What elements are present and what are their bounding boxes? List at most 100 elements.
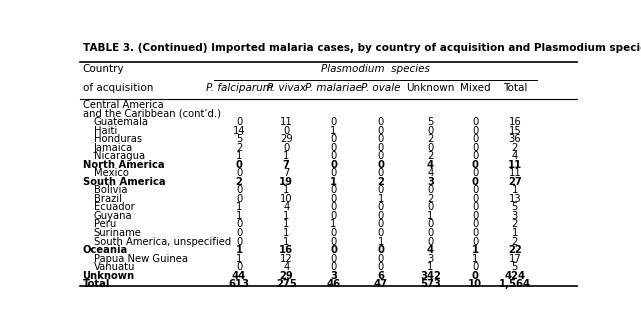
Text: 0: 0: [236, 194, 242, 204]
Text: 11: 11: [508, 168, 521, 178]
Text: 2: 2: [512, 237, 518, 246]
Text: 0: 0: [378, 254, 384, 264]
Text: 0: 0: [236, 219, 242, 230]
Text: 0: 0: [330, 202, 337, 213]
Text: 3: 3: [427, 254, 433, 264]
Text: 1: 1: [283, 228, 290, 238]
Text: 17: 17: [508, 254, 521, 264]
Text: 0: 0: [378, 245, 384, 255]
Text: 0: 0: [472, 211, 478, 221]
Text: 0: 0: [472, 117, 478, 127]
Text: 2: 2: [378, 177, 384, 187]
Text: 3: 3: [427, 177, 434, 187]
Text: 0: 0: [236, 262, 242, 272]
Text: 19: 19: [279, 177, 294, 187]
Text: 3: 3: [512, 211, 518, 221]
Text: 1: 1: [236, 211, 242, 221]
Text: 1: 1: [330, 177, 337, 187]
Text: 5: 5: [236, 134, 242, 144]
Text: 36: 36: [508, 134, 521, 144]
Text: 0: 0: [427, 228, 433, 238]
Text: 0: 0: [378, 151, 384, 161]
Text: P. malariae: P. malariae: [305, 83, 362, 92]
Text: Haiti: Haiti: [94, 126, 117, 136]
Text: 10: 10: [280, 194, 292, 204]
Text: P. falciparum: P. falciparum: [206, 83, 272, 92]
Text: 1: 1: [283, 237, 290, 246]
Text: 1: 1: [512, 228, 518, 238]
Text: 0: 0: [236, 237, 242, 246]
Text: 0: 0: [330, 237, 337, 246]
Text: 5: 5: [512, 202, 518, 213]
Text: TABLE 3. (Continued) Imported malaria cases, by country of acquisition and Plasm: TABLE 3. (Continued) Imported malaria ca…: [83, 43, 641, 53]
Text: 2: 2: [512, 219, 518, 230]
Text: 0: 0: [330, 254, 337, 264]
Text: 0: 0: [378, 126, 384, 136]
Text: 0: 0: [472, 160, 478, 170]
Text: 0: 0: [236, 185, 242, 195]
Text: 0: 0: [472, 228, 478, 238]
Text: 0: 0: [283, 143, 290, 153]
Text: 11: 11: [508, 160, 522, 170]
Text: 6: 6: [377, 271, 384, 281]
Text: 1: 1: [283, 151, 290, 161]
Text: 0: 0: [330, 160, 337, 170]
Text: 13: 13: [508, 194, 521, 204]
Text: 0: 0: [472, 134, 478, 144]
Text: 0: 0: [472, 151, 478, 161]
Text: 16: 16: [508, 117, 521, 127]
Text: 0: 0: [330, 185, 337, 195]
Text: 424: 424: [504, 271, 526, 281]
Text: Mixed: Mixed: [460, 83, 490, 92]
Text: Unknown: Unknown: [406, 83, 454, 92]
Text: Jamaica: Jamaica: [94, 143, 133, 153]
Text: Ecuador: Ecuador: [94, 202, 134, 213]
Text: Mexico: Mexico: [94, 168, 128, 178]
Text: 29: 29: [279, 271, 293, 281]
Text: 2: 2: [427, 194, 433, 204]
Text: and the Caribbean (cont’d.): and the Caribbean (cont’d.): [83, 109, 221, 118]
Text: Suriname: Suriname: [94, 228, 142, 238]
Text: 0: 0: [472, 185, 478, 195]
Text: 1: 1: [283, 185, 290, 195]
Text: 4: 4: [427, 245, 434, 255]
Text: 1: 1: [236, 254, 242, 264]
Text: 0: 0: [472, 237, 478, 246]
Text: 0: 0: [330, 245, 337, 255]
Text: 2: 2: [427, 134, 433, 144]
Text: 27: 27: [508, 177, 522, 187]
Text: 1: 1: [472, 254, 478, 264]
Text: Central America: Central America: [83, 100, 163, 110]
Text: 0: 0: [472, 262, 478, 272]
Text: 4: 4: [512, 151, 518, 161]
Text: 0: 0: [472, 177, 478, 187]
Text: 0: 0: [427, 202, 433, 213]
Text: South America: South America: [83, 177, 165, 187]
Text: 14: 14: [233, 126, 246, 136]
Text: 0: 0: [378, 219, 384, 230]
Text: 0: 0: [472, 194, 478, 204]
Text: 46: 46: [326, 279, 340, 289]
Text: 11: 11: [280, 117, 293, 127]
Text: 1: 1: [378, 194, 384, 204]
Text: 4: 4: [283, 262, 290, 272]
Text: 1: 1: [283, 211, 290, 221]
Text: 0: 0: [378, 228, 384, 238]
Text: Papua New Guinea: Papua New Guinea: [94, 254, 188, 264]
Text: Bolivia: Bolivia: [94, 185, 127, 195]
Text: 573: 573: [420, 279, 441, 289]
Text: 0: 0: [378, 185, 384, 195]
Text: North America: North America: [83, 160, 164, 170]
Text: 22: 22: [508, 245, 522, 255]
Text: 1: 1: [512, 185, 518, 195]
Text: South America, unspecified: South America, unspecified: [94, 237, 231, 246]
Text: 0: 0: [378, 211, 384, 221]
Text: 0: 0: [378, 202, 384, 213]
Text: 1: 1: [330, 219, 337, 230]
Text: 44: 44: [232, 271, 246, 281]
Text: 7: 7: [283, 168, 290, 178]
Text: 4: 4: [427, 168, 433, 178]
Text: 1: 1: [235, 245, 243, 255]
Text: 0: 0: [330, 151, 337, 161]
Text: Total: Total: [503, 83, 527, 92]
